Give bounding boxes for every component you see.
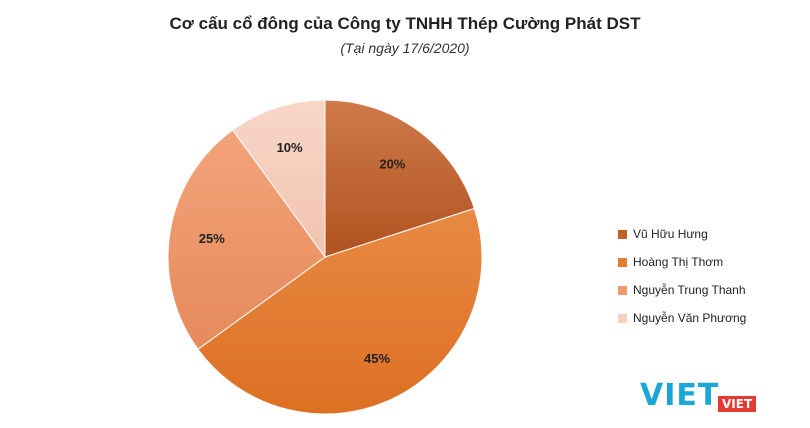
legend-label: Vũ Hữu Hưng	[633, 227, 708, 241]
legend-label: Nguyễn Văn Phương	[633, 311, 747, 325]
legend-item: Hoàng Thị Thơm	[618, 248, 746, 276]
legend-item: Vũ Hữu Hưng	[618, 220, 746, 248]
data-label: 25%	[199, 231, 225, 246]
pie-slice	[197, 207, 483, 415]
legend-swatch	[618, 257, 627, 267]
pie-slice	[324, 99, 475, 258]
data-label: 10%	[277, 140, 303, 155]
legend-swatch	[618, 229, 627, 239]
chart-title: Cơ cấu cổ đông của Công ty TNHH Thép Cườ…	[169, 14, 641, 33]
legend-label: Nguyễn Trung Thanh	[633, 283, 746, 297]
pie-slice	[232, 99, 326, 259]
data-label: 20%	[379, 156, 405, 171]
legend-swatch	[618, 313, 627, 323]
legend-swatch	[618, 285, 627, 295]
watermark-logo: VIET	[640, 378, 720, 413]
watermark-sub-logo: VIET	[718, 396, 757, 412]
legend: Vũ Hữu Hưng Hoàng Thị Thơm Nguyễn Trung …	[618, 220, 746, 332]
data-label: 45%	[364, 351, 390, 366]
chart-subtitle: (Tại ngày 17/6/2020)	[340, 40, 470, 56]
legend-item: Nguyễn Văn Phương	[618, 304, 746, 332]
pie-slice	[167, 129, 326, 350]
legend-label: Hoàng Thị Thơm	[633, 255, 724, 269]
legend-item: Nguyễn Trung Thanh	[618, 276, 746, 304]
